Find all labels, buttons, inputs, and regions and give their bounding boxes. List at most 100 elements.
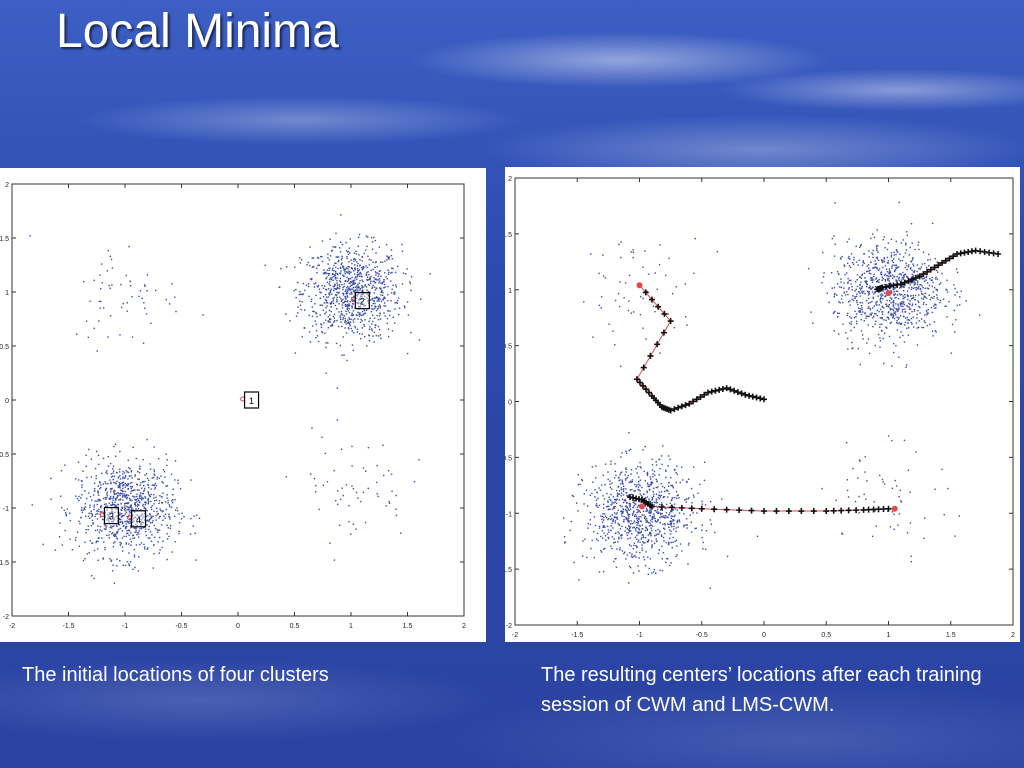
data-point xyxy=(353,273,356,275)
data-point xyxy=(88,492,90,494)
data-point xyxy=(639,490,641,492)
data-point xyxy=(632,506,635,508)
data-point xyxy=(592,481,594,483)
iteration-marker xyxy=(753,394,760,401)
data-point xyxy=(687,563,689,565)
data-point xyxy=(354,276,357,278)
data-point xyxy=(351,268,354,270)
data-point xyxy=(336,296,338,299)
data-point xyxy=(344,317,346,320)
data-point xyxy=(377,325,380,328)
data-point xyxy=(670,484,672,487)
data-point xyxy=(164,513,167,515)
data-point xyxy=(927,288,930,290)
data-point xyxy=(834,202,836,204)
data-point xyxy=(893,342,895,345)
data-point xyxy=(345,298,347,300)
data-point xyxy=(114,511,116,514)
data-point xyxy=(152,476,155,479)
data-point xyxy=(324,293,327,296)
data-point xyxy=(361,268,364,271)
data-point xyxy=(339,277,342,280)
data-point xyxy=(377,307,379,310)
data-point xyxy=(628,527,631,530)
data-point xyxy=(657,518,659,521)
data-point xyxy=(169,518,171,520)
data-point xyxy=(900,302,902,304)
data-point xyxy=(176,510,179,512)
data-point xyxy=(887,317,890,319)
data-point xyxy=(90,476,93,478)
data-point xyxy=(923,301,925,304)
data-point xyxy=(106,505,109,507)
data-point xyxy=(124,482,126,485)
data-point xyxy=(132,495,134,497)
data-point xyxy=(140,499,143,501)
data-point xyxy=(89,300,91,302)
data-point xyxy=(126,520,128,522)
data-point xyxy=(665,541,667,544)
data-point xyxy=(357,306,360,308)
data-point xyxy=(631,480,634,483)
data-point xyxy=(932,305,935,307)
data-point xyxy=(649,522,651,524)
data-point xyxy=(128,522,130,525)
data-point xyxy=(324,312,326,315)
data-point xyxy=(936,289,939,291)
data-cluster xyxy=(285,419,420,561)
data-point xyxy=(96,350,98,352)
data-point xyxy=(860,305,863,307)
data-point xyxy=(626,506,628,508)
data-point xyxy=(598,504,601,507)
data-point xyxy=(653,501,656,504)
data-point xyxy=(325,372,327,374)
data-point xyxy=(149,518,152,520)
data-point xyxy=(130,544,132,546)
data-point xyxy=(87,525,90,527)
data-point xyxy=(356,271,359,274)
data-point xyxy=(675,286,677,288)
data-point xyxy=(109,255,112,258)
data-point xyxy=(868,290,871,293)
data-point xyxy=(96,500,98,502)
data-point xyxy=(633,490,635,492)
data-point xyxy=(676,520,679,523)
data-point xyxy=(636,538,638,540)
data-point xyxy=(635,529,637,532)
data-point xyxy=(595,465,597,467)
data-point xyxy=(293,289,295,292)
data-point xyxy=(899,253,901,255)
data-point xyxy=(854,281,857,283)
data-point xyxy=(906,231,908,233)
data-point xyxy=(122,522,124,524)
data-point xyxy=(139,528,141,530)
data-point xyxy=(639,466,641,468)
data-point xyxy=(352,314,355,316)
data-point xyxy=(329,284,331,287)
data-point xyxy=(347,304,350,307)
data-point xyxy=(336,308,338,310)
data-point xyxy=(84,508,86,511)
data-point xyxy=(93,482,96,484)
data-point xyxy=(616,489,618,492)
data-point xyxy=(676,545,678,547)
data-point xyxy=(178,513,180,515)
data-point xyxy=(133,556,136,558)
data-point xyxy=(879,326,881,328)
data-point xyxy=(888,275,890,278)
data-point xyxy=(630,251,632,253)
data-point xyxy=(921,263,924,265)
data-point xyxy=(866,283,868,286)
data-point xyxy=(907,298,909,301)
iteration-marker xyxy=(909,276,916,283)
data-point xyxy=(656,521,658,523)
data-point xyxy=(604,547,606,550)
data-point xyxy=(130,525,132,528)
data-point xyxy=(623,520,625,523)
data-point xyxy=(865,315,868,317)
data-point xyxy=(366,271,368,274)
data-point xyxy=(143,490,145,492)
data-point xyxy=(334,283,336,285)
data-point xyxy=(894,264,896,266)
data-point xyxy=(843,287,845,289)
